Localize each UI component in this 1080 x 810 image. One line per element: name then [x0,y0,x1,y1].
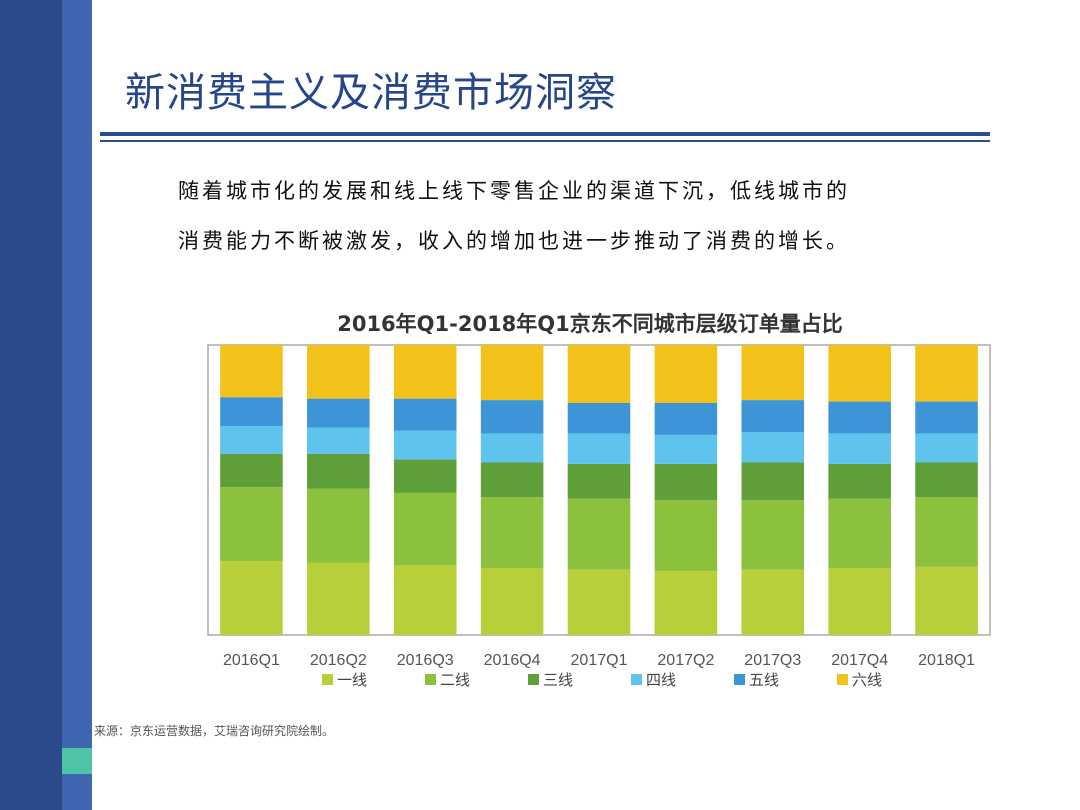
bar-2016Q4-series-5 [480,400,544,434]
bar-2016Q3-series-6 [393,345,457,399]
bar-2016Q2-series-3 [307,453,370,489]
legend-swatch-3 [528,674,539,685]
bar-2017Q1-series-5 [567,403,631,434]
bar-2016Q4-series-2 [480,497,544,569]
legend-label-6: 六线 [852,671,882,689]
legend-swatch-2 [425,674,436,685]
bar-2017Q3-series-2 [741,500,805,570]
bar-2016Q2-series-2 [307,488,370,563]
legend-swatch-4 [631,674,642,685]
paragraph-line-2: 消费能力不断被激发，收入的增加也进一步推动了消费的增长。 [178,229,850,253]
bar-2016Q3-series-5 [393,398,457,431]
legend-label-5: 五线 [749,671,779,689]
bar-2016Q2-series-6 [307,345,370,399]
legend-swatch-6 [837,674,848,685]
bar-2017Q3-series-6 [741,345,805,401]
bar-2018Q1-series-2 [915,497,978,567]
bar-2016Q2-series-4 [307,427,370,454]
bar-2016Q3-series-4 [393,430,457,460]
bar-2017Q4-series-4 [828,433,891,464]
bar-2018Q1-series-3 [915,462,978,498]
bar-2016Q1-series-5 [220,397,283,427]
bar-2017Q3-series-5 [741,400,805,432]
source-note: 来源：京东运营数据，艾瑞咨询研究院绘制。 [94,724,335,738]
bar-2016Q4-series-1 [480,568,544,635]
bar-2016Q4-series-6 [480,345,544,401]
bar-2016Q2-series-5 [307,398,370,428]
bar-2016Q2-series-1 [307,562,370,635]
x-tick-label: 2017Q2 [657,652,714,669]
sidebar-accent-green [62,748,92,774]
bar-2016Q1-series-1 [220,561,283,635]
bar-2017Q1-series-3 [567,463,631,499]
x-tick-label: 2016Q1 [223,652,280,669]
x-tick-label: 2018Q1 [918,652,975,669]
title-rule-thick [100,132,990,136]
legend-label-4: 四线 [646,671,676,689]
bar-2016Q1-series-4 [220,426,283,454]
sidebar-band-dark [0,0,62,810]
slide-title: 新消费主义及消费市场洞察 [125,70,617,116]
bar-2016Q3-series-2 [393,492,457,566]
bar-2016Q1-series-6 [220,345,283,398]
bar-2018Q1-series-5 [915,401,978,434]
bar-2016Q4-series-3 [480,462,544,498]
bar-2017Q1-series-2 [567,498,631,570]
x-tick-label: 2017Q4 [831,652,888,669]
bar-2017Q1-series-4 [567,433,631,464]
legend-swatch-5 [734,674,745,685]
bar-2016Q1-series-3 [220,453,283,488]
bar-2017Q2-series-5 [654,403,718,435]
paragraph-line-1: 随着城市化的发展和线上线下零售企业的渠道下沉，低线城市的 [178,179,850,203]
bar-2018Q1-series-6 [915,345,978,402]
bar-2017Q2-series-2 [654,500,718,572]
x-tick-label: 2016Q2 [310,652,367,669]
bar-2017Q3-series-3 [741,462,805,501]
bar-2016Q1-series-2 [220,487,283,562]
bar-2016Q3-series-3 [393,459,457,493]
bar-2017Q2-series-3 [654,463,718,501]
bar-2017Q1-series-6 [567,345,631,403]
bar-2017Q3-series-4 [741,432,805,463]
title-rule-thin [100,140,990,142]
bar-2018Q1-series-4 [915,433,978,463]
bar-2016Q3-series-1 [393,565,457,635]
bar-2017Q2-series-4 [654,434,718,464]
bar-2017Q2-series-1 [654,571,718,635]
bar-2017Q1-series-1 [567,569,631,635]
bar-2017Q4-series-3 [828,463,891,499]
chart-title: 2016年Q1-2018年Q1京东不同城市层级订单量占比 [337,312,843,336]
legend-label-1: 一线 [337,671,367,689]
x-tick-label: 2016Q4 [484,652,541,669]
x-tick-label: 2017Q3 [744,652,801,669]
legend-label-2: 二线 [440,671,470,689]
legend-label-3: 三线 [543,671,573,689]
x-tick-label: 2017Q1 [571,652,628,669]
sidebar-band-light [62,0,92,810]
legend-swatch-1 [322,674,333,685]
bar-2017Q4-series-1 [828,568,891,635]
x-tick-label: 2016Q3 [397,652,454,669]
bar-2017Q4-series-5 [828,401,891,434]
bar-2017Q4-series-2 [828,498,891,569]
bar-2017Q2-series-6 [654,345,718,403]
bar-2017Q4-series-6 [828,345,891,402]
bar-2017Q3-series-1 [741,569,805,635]
bar-2016Q4-series-4 [480,433,544,463]
bar-2018Q1-series-1 [915,566,978,635]
